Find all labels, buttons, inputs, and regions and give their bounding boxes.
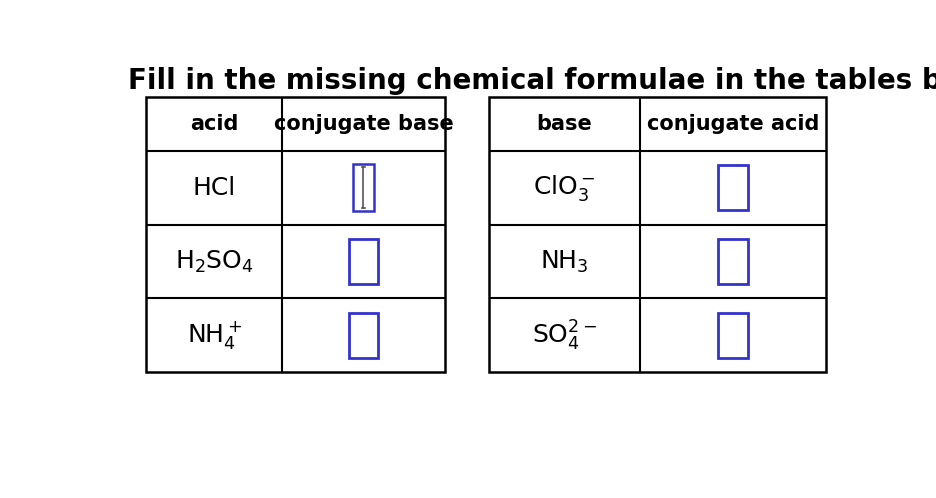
Text: base: base <box>536 114 592 133</box>
Text: NH$_4^+$: NH$_4^+$ <box>186 319 241 352</box>
Text: conjugate base: conjugate base <box>273 114 453 133</box>
Text: ClO$_3^-$: ClO$_3^-$ <box>534 173 596 203</box>
Bar <box>719 239 748 284</box>
Text: NH$_3$: NH$_3$ <box>540 249 589 274</box>
Bar <box>719 165 748 210</box>
Text: H$_2$SO$_4$: H$_2$SO$_4$ <box>175 249 254 274</box>
Text: SO$_4^{2-}$: SO$_4^{2-}$ <box>532 318 597 353</box>
Bar <box>719 313 748 358</box>
Text: Fill in the missing chemical formulae in the tables below.: Fill in the missing chemical formulae in… <box>128 67 936 96</box>
Text: acid: acid <box>190 114 239 133</box>
Bar <box>146 97 445 373</box>
Text: conjugate acid: conjugate acid <box>647 114 819 133</box>
Text: HCl: HCl <box>193 176 236 200</box>
Bar <box>489 97 826 373</box>
Bar <box>353 164 374 212</box>
Bar <box>349 239 378 284</box>
Bar <box>349 313 378 358</box>
